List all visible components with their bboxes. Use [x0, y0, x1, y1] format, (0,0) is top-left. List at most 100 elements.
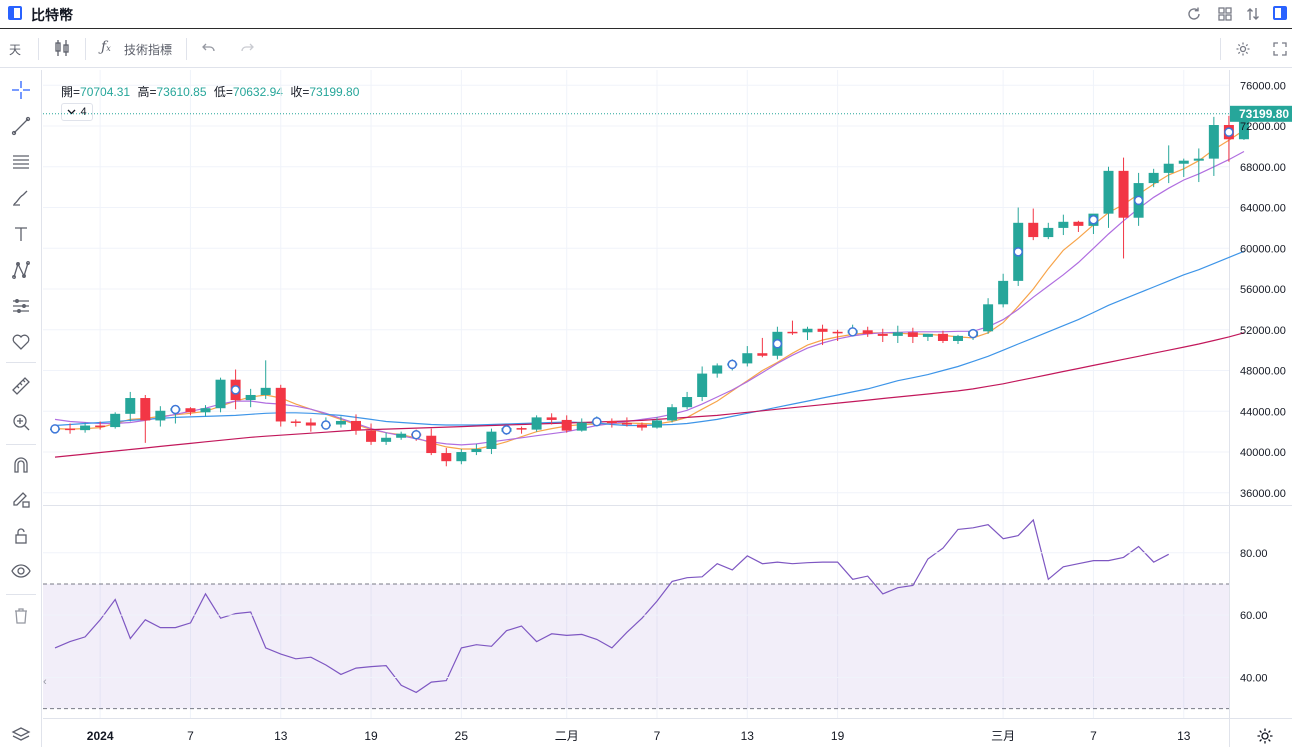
undo-icon[interactable]: [200, 39, 218, 57]
sidebar-separator: [6, 362, 36, 363]
crosshair-icon[interactable]: [8, 77, 34, 103]
candle-body: [275, 387, 286, 422]
candle-body: [1088, 213, 1099, 226]
ohlc-legend: 開=70704.31 高=73610.85 低=70632.94 收=73199…: [61, 85, 360, 99]
candle-body: [907, 332, 918, 337]
collapse-panel-icon[interactable]: ‹: [43, 676, 47, 688]
settings-icon[interactable]: [1233, 39, 1253, 59]
zoom-icon[interactable]: [8, 409, 34, 435]
layers-icon[interactable]: [8, 722, 34, 747]
open-label: 開: [61, 85, 74, 99]
candle-body: [1073, 221, 1084, 226]
chart-toolbar: 天 ƒx 技術指標: [0, 30, 1292, 68]
indicators-collapse-button[interactable]: 4: [61, 103, 93, 121]
candle-body: [591, 420, 602, 423]
redo-icon[interactable]: [238, 39, 256, 57]
candle-body: [1103, 170, 1114, 214]
price-axis-tick: 72000.00: [1240, 121, 1286, 133]
candle-body: [817, 328, 828, 332]
ruler-icon[interactable]: [8, 373, 34, 399]
compare-icon[interactable]: [1243, 4, 1263, 24]
candle-body: [1163, 163, 1174, 173]
lock-draw-icon[interactable]: [8, 486, 34, 512]
candle-body: [1223, 125, 1234, 140]
price-axis-tick: 56000.00: [1240, 284, 1286, 296]
candle-body: [516, 428, 527, 430]
candle-body: [290, 421, 301, 423]
time-axis-tick: 25: [455, 729, 469, 743]
collapse-count: 4: [80, 106, 87, 118]
refresh-icon[interactable]: [1184, 4, 1204, 24]
trash-icon[interactable]: [8, 602, 34, 628]
candle-body: [1238, 113, 1249, 140]
fib-icon[interactable]: [8, 149, 34, 175]
candle-body: [1148, 172, 1159, 184]
grid-icon[interactable]: [1215, 4, 1235, 24]
candle-body: [892, 332, 903, 336]
candle-body: [652, 420, 662, 428]
event-marker: [230, 385, 241, 395]
candle-body: [305, 422, 316, 426]
candle-body: [772, 331, 783, 356]
rsi-axis-tick: 40.00: [1240, 672, 1268, 684]
candle-body: [1058, 221, 1069, 228]
moving-average-line-1: [54, 129, 1245, 450]
candle-body: [50, 428, 60, 431]
window-title: 比特幣: [31, 7, 73, 23]
rsi-axis-tick: 60.00: [1240, 610, 1268, 622]
candle-body: [667, 407, 678, 421]
candle-body: [260, 387, 271, 395]
indicators-button[interactable]: 技術指標: [124, 43, 173, 57]
moving-average-line-4: [54, 332, 1245, 458]
candle-body: [110, 413, 121, 428]
candle-body: [1028, 222, 1039, 238]
candle-body: [576, 422, 587, 431]
event-marker: [592, 416, 602, 427]
sidebar-separator: [6, 444, 36, 445]
eye-icon[interactable]: [8, 558, 34, 584]
candle-body: [877, 333, 888, 336]
magnet-icon[interactable]: [8, 452, 34, 478]
candle-body: [1043, 227, 1054, 238]
text-icon[interactable]: [8, 221, 34, 247]
candle-body: [983, 304, 994, 332]
low-value: 70632.94: [232, 85, 283, 99]
high-value: 73610.85: [156, 85, 207, 99]
time-axis-tick: 7: [187, 729, 194, 743]
brush-icon[interactable]: [8, 185, 34, 211]
time-axis-tick: 二月: [555, 729, 579, 743]
measure-icon[interactable]: [8, 293, 34, 319]
event-marker: [1013, 247, 1023, 257]
fx-icon[interactable]: ƒx: [101, 39, 111, 55]
toolbar-separator: [38, 38, 39, 60]
close-label: 收: [290, 85, 303, 99]
event-marker: [411, 429, 421, 440]
candle-body: [968, 331, 979, 336]
time-axis-tick: 19: [831, 729, 845, 743]
price-axis-tick: 36000.00: [1240, 488, 1286, 500]
candle-body: [155, 410, 166, 421]
layout-icon[interactable]: [8, 6, 22, 20]
pattern-icon[interactable]: [8, 257, 34, 283]
candles-icon[interactable]: [51, 37, 73, 59]
heart-icon[interactable]: [8, 329, 34, 355]
lock-icon[interactable]: [8, 523, 34, 549]
candle-body: [531, 417, 542, 430]
time-axis-tick: 2024: [87, 729, 114, 743]
price-axis-tick: 44000.00: [1240, 406, 1286, 418]
high-label: 高: [137, 85, 150, 99]
candle-body: [546, 417, 557, 420]
candle-body: [170, 408, 181, 411]
gear-icon[interactable]: [1256, 727, 1274, 745]
price-axis-tick: 68000.00: [1240, 162, 1286, 174]
time-axis-tick: 7: [1090, 729, 1097, 743]
interval-button[interactable]: 天: [9, 43, 22, 57]
trendline-icon[interactable]: [8, 113, 34, 139]
fullscreen-icon[interactable]: [1270, 39, 1290, 59]
sidebar-separator: [6, 594, 36, 595]
candle-body: [697, 373, 708, 398]
chevron-down-icon: [67, 109, 76, 115]
panel-icon[interactable]: [1273, 6, 1287, 20]
candle-body: [998, 280, 1009, 305]
